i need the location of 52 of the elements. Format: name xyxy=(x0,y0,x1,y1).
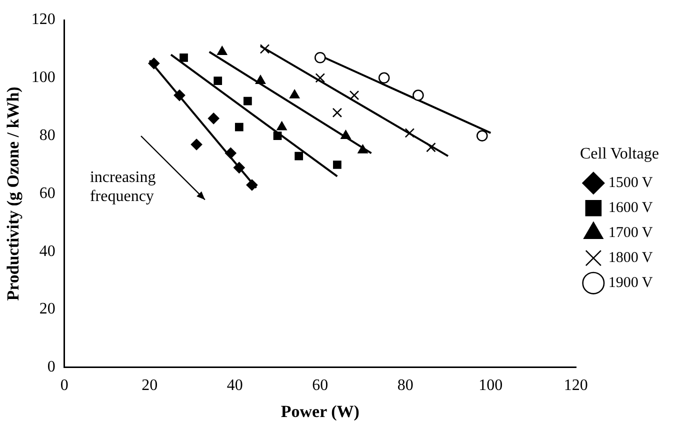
x-tick-label: 0 xyxy=(60,377,68,394)
point xyxy=(378,72,390,84)
point xyxy=(174,90,186,101)
x-tick-label: 40 xyxy=(226,377,243,394)
point xyxy=(333,160,342,169)
legend-label: 1900 V xyxy=(608,275,653,292)
point xyxy=(234,162,245,174)
point xyxy=(476,130,488,142)
y-tick-label: 40 xyxy=(39,242,56,260)
point xyxy=(224,148,236,159)
point xyxy=(349,90,360,100)
legend-label: 1600 V xyxy=(608,200,653,216)
point xyxy=(358,144,368,154)
point xyxy=(290,90,300,98)
point xyxy=(190,138,202,150)
legend-label: 1800 V xyxy=(608,250,653,266)
x-tick-label: 120 xyxy=(564,377,588,394)
point xyxy=(315,73,326,83)
x-tick-label: 20 xyxy=(142,377,158,394)
point xyxy=(314,52,326,64)
point xyxy=(148,58,160,70)
point xyxy=(404,128,415,138)
point xyxy=(208,112,220,124)
point xyxy=(273,132,282,140)
legend-label: 1500 V xyxy=(608,175,653,192)
y-axis-title: Productivity (g Ozone / kWh) xyxy=(4,86,23,301)
legend-title: Cell Voltage xyxy=(580,146,659,163)
point xyxy=(294,152,304,160)
annotation: increasing frequency xyxy=(90,169,156,206)
x-tick-label: 60 xyxy=(312,377,328,394)
point xyxy=(276,121,287,130)
point xyxy=(244,96,252,106)
y-tick-label: 20 xyxy=(39,300,56,318)
point xyxy=(332,108,342,118)
point xyxy=(234,122,244,132)
y-tick-label: 120 xyxy=(31,11,56,28)
point xyxy=(426,142,436,152)
y-tick-label: 80 xyxy=(39,127,56,144)
y-tick-label: 100 xyxy=(31,69,56,86)
point xyxy=(246,179,258,191)
x-axis-title: Power (W) xyxy=(280,402,360,422)
point xyxy=(340,130,351,139)
point xyxy=(255,75,266,84)
point xyxy=(217,46,228,55)
point xyxy=(412,90,424,101)
point xyxy=(180,53,188,62)
y-tick-label: 0 xyxy=(47,358,56,376)
x-tick-label: 80 xyxy=(397,377,414,394)
point xyxy=(214,76,222,85)
legend-label: 1700 V xyxy=(608,225,653,242)
y-tick-label: 60 xyxy=(39,184,56,202)
x-tick-label: 100 xyxy=(478,377,503,394)
